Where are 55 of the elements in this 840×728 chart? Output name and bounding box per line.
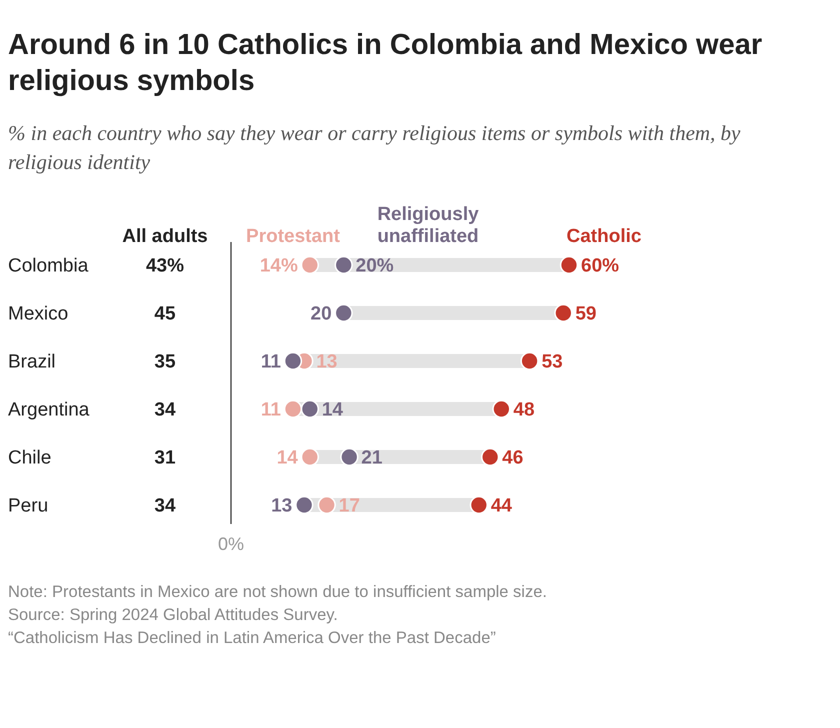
y-tick-label: Argentina xyxy=(8,400,90,421)
point xyxy=(334,304,353,322)
data-label: 59 xyxy=(575,304,597,325)
data-label: 20 xyxy=(310,304,332,325)
text: 35 xyxy=(154,352,176,373)
point xyxy=(284,400,302,418)
text: 43% xyxy=(146,256,184,277)
series-label: Religiously unaffiliated xyxy=(377,204,480,247)
point xyxy=(340,448,358,466)
point xyxy=(470,496,488,514)
text: 31 xyxy=(154,448,176,469)
data-label: 53 xyxy=(542,352,563,373)
point xyxy=(560,256,578,274)
point xyxy=(520,352,539,370)
data-label: 46 xyxy=(502,448,524,469)
series-label: Protestant xyxy=(246,226,341,247)
data-label: 17 xyxy=(338,496,360,517)
text: 34 xyxy=(154,400,176,421)
data-label: 14 xyxy=(322,400,344,421)
data-label: 13 xyxy=(271,496,292,517)
data-label: 14 xyxy=(276,448,298,469)
chart-subtitle: % in each country who say they wear or carry religious items or symbols with them, by religious identity xyxy=(8,121,742,174)
data-label: 48 xyxy=(513,400,535,421)
y-tick-label: Colombia xyxy=(8,256,89,277)
data-label: 21 xyxy=(361,448,383,469)
point xyxy=(284,352,302,370)
point xyxy=(300,256,319,274)
y-tick-label: Chile xyxy=(8,448,52,469)
text: All adults xyxy=(122,226,208,247)
data-label: 11 xyxy=(260,352,282,373)
point xyxy=(481,448,500,466)
point xyxy=(300,400,319,418)
data-label: 60% xyxy=(581,256,620,277)
point xyxy=(300,448,319,466)
data-label: 11 xyxy=(260,400,282,421)
point xyxy=(334,256,353,274)
data-label: 13 xyxy=(316,352,338,373)
data-label: 44 xyxy=(490,496,512,517)
text: Note: Protestants in Mexico are not shown due to insufficient sample size. xyxy=(8,583,547,601)
point xyxy=(492,400,511,418)
data-label: 14% xyxy=(260,256,298,277)
text: 45 xyxy=(154,304,176,325)
text: 34 xyxy=(154,496,176,517)
source-note: Source: Spring 2024 Global Attitudes Survey. xyxy=(8,606,338,624)
y-tick-label: Mexico xyxy=(8,304,68,325)
point xyxy=(318,496,336,514)
text: 0% xyxy=(218,534,244,554)
y-tick-label: Brazil xyxy=(8,352,56,373)
chart-title: Around 6 in 10 Catholics in Colombia and Mexico wear religious symbols xyxy=(8,29,762,97)
point xyxy=(295,496,314,514)
data-label: 20% xyxy=(356,256,394,277)
series-label: Catholic xyxy=(566,226,642,247)
point xyxy=(554,304,572,322)
y-tick-label: Peru xyxy=(8,496,48,517)
text: “Catholicism Has Declined in Latin America Over the Past Decade” xyxy=(8,629,496,647)
